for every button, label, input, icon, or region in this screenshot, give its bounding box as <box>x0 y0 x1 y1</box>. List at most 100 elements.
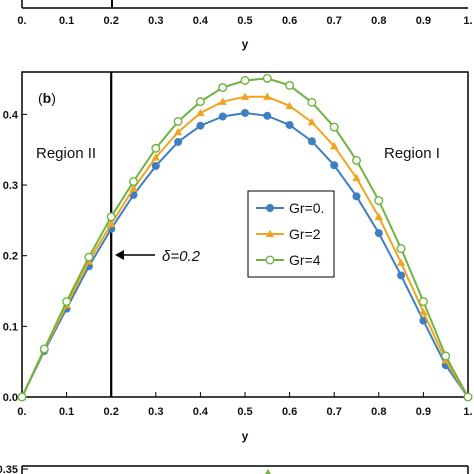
legend-label: Gr=4 <box>289 252 321 268</box>
data-point <box>307 137 316 146</box>
y-ticks: 0.0 0.1 0.2 0.3 0.4 <box>3 109 27 404</box>
legend: Gr=0. Gr=2 Gr=4 <box>247 190 335 278</box>
y-tick-label: 0.1 <box>3 321 18 333</box>
series-line <box>21 77 469 398</box>
data-point <box>241 108 249 117</box>
data-point <box>218 97 227 105</box>
data-point <box>128 177 138 187</box>
legend-label: Gr=2 <box>289 226 321 242</box>
top-panel-x-axis-title: y <box>242 37 249 51</box>
data-point <box>441 351 451 361</box>
data-point <box>374 196 384 206</box>
x-ticks: 0. 0.1 0.2 0.3 0.4 0.5 0.6 0.7 0.8 0.9 1. <box>17 392 473 418</box>
data-point <box>352 173 361 182</box>
data-point <box>418 297 428 307</box>
data-point <box>151 143 161 153</box>
top-panel-x-tick-label: 0.7 <box>327 15 342 27</box>
data-point <box>374 229 383 238</box>
data-point <box>218 112 227 121</box>
bottom-panel-partial-marker <box>265 469 271 474</box>
top-panel-x-tick-label: 0.8 <box>371 15 386 27</box>
data-point <box>62 297 72 307</box>
x-tick-label: 0.5 <box>237 406 252 418</box>
data-point <box>129 184 138 192</box>
region-ii-label: Region II <box>36 145 96 162</box>
bottom-panel-y-tick-label: 0.35 <box>0 464 18 474</box>
x-tick-label: 0.4 <box>193 406 209 418</box>
top-panel-x-tick-label: 0. <box>17 15 26 27</box>
delta-arrow-head <box>115 250 124 260</box>
top-panel-x-tick-label: 0.4 <box>193 15 209 27</box>
data-point <box>285 120 294 129</box>
y-tick-label: 0.0 <box>3 392 18 404</box>
top-panel-x-tick-label: 0.9 <box>416 15 431 27</box>
x-tick-label: 0.3 <box>148 406 163 418</box>
panel-label: (b) <box>38 90 56 106</box>
data-point <box>84 252 94 262</box>
top-panel-x-tick-label: 0.1 <box>59 15 74 27</box>
top-panel-x-tick-label: 0.6 <box>282 15 297 27</box>
y-tick-label: 0.2 <box>3 251 18 263</box>
y-tick-label: 0.4 <box>3 109 19 121</box>
data-point <box>151 153 160 161</box>
legend-label: Gr=0. <box>289 200 324 216</box>
data-point <box>330 161 339 170</box>
top-panel-x-tick-label: 0.2 <box>104 15 119 27</box>
data-point <box>285 101 294 110</box>
data-point <box>107 219 116 228</box>
data-point <box>262 73 272 83</box>
panel-label-letter: b <box>43 90 52 106</box>
data-point <box>151 161 160 170</box>
data-point <box>173 116 183 126</box>
data-point <box>330 141 339 150</box>
panel-b: 0.0 0.1 0.2 0.3 0.4 0. 0.1 0.2 0.3 0.4 0.5 0.6 0.7 0… <box>3 71 473 443</box>
data-point <box>173 127 183 136</box>
x-tick-label: 0.9 <box>416 406 431 418</box>
x-tick-label: 0. <box>17 406 26 418</box>
legend-marker <box>265 229 275 238</box>
data-point <box>174 137 183 146</box>
series-layer <box>17 73 473 402</box>
data-point <box>352 155 362 165</box>
data-point <box>196 108 205 117</box>
data-point <box>352 192 361 201</box>
top-panel-x-tick-label: 0.5 <box>237 15 252 27</box>
bottom-panel: 0.35 <box>0 464 469 474</box>
data-point <box>396 258 406 266</box>
legend-items: Gr=0. Gr=2 Gr=4 <box>256 200 324 268</box>
data-point <box>463 392 473 402</box>
delta-label: δ=0.2 <box>162 248 201 265</box>
data-point <box>329 122 339 132</box>
region-i-label: Region I <box>384 145 440 162</box>
data-point <box>397 271 406 280</box>
data-point <box>419 308 428 316</box>
data-point <box>196 121 205 130</box>
series-3 <box>17 73 473 402</box>
x-tick-label: 0.7 <box>327 406 342 418</box>
data-point <box>17 392 27 402</box>
x-tick-label: 0.2 <box>104 406 119 418</box>
data-point <box>396 244 406 254</box>
data-point <box>307 97 317 107</box>
legend-marker <box>265 255 275 265</box>
data-point <box>240 92 250 100</box>
data-point <box>285 80 295 90</box>
x-tick-label: 1. <box>463 406 472 418</box>
delta-annotation: δ=0.2 <box>115 248 201 265</box>
data-point <box>39 344 49 354</box>
top-panel-x-tick-label: 0.3 <box>148 15 163 27</box>
x-tick-label: 0.8 <box>371 406 386 418</box>
top-panel-x-ticks: 0. 0.1 0.2 0.3 0.4 0.5 0.6 0.7 0.8 0.9 1. <box>17 15 472 27</box>
data-point <box>195 97 205 107</box>
top-panel-x-tick-label: 1. <box>463 15 472 27</box>
data-point <box>307 117 317 126</box>
y-tick-label: 0.3 <box>3 180 18 192</box>
data-point <box>106 212 116 222</box>
x-tick-label: 0.6 <box>282 406 297 418</box>
top-panel: 0. 0.1 0.2 0.3 0.4 0.5 0.6 0.7 0.8 0.9 1. y <box>17 0 473 51</box>
legend-marker <box>266 204 274 212</box>
plot-frame <box>21 71 469 398</box>
data-point <box>374 212 383 220</box>
data-point <box>218 83 228 93</box>
